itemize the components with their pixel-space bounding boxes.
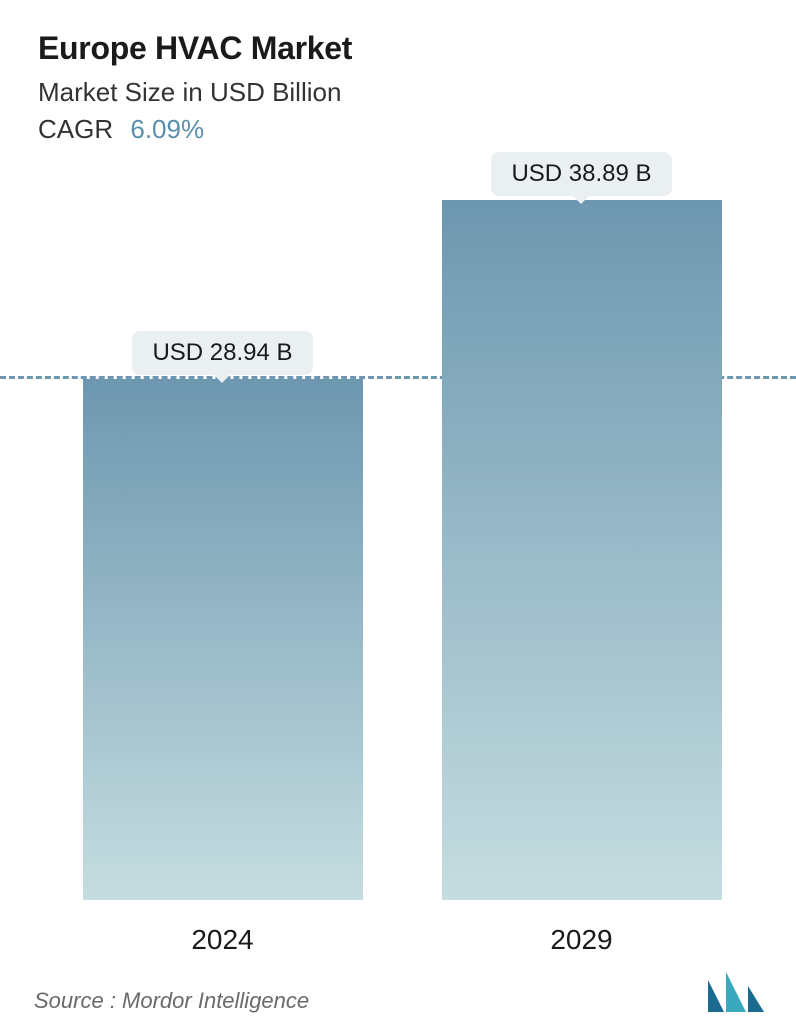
x-axis-label: 2029: [442, 924, 722, 956]
brand-logo-icon: [706, 972, 766, 1014]
chart-container: Europe HVAC Market Market Size in USD Bi…: [0, 0, 796, 1034]
x-axis-labels: 2024 2029: [78, 924, 726, 956]
bars-group: USD 28.94 BUSD 38.89 B: [78, 175, 726, 900]
bar-rect: [83, 379, 363, 900]
cagr-label: CAGR: [38, 114, 113, 144]
bar-column: USD 38.89 B: [442, 152, 722, 900]
bar-column: USD 28.94 B: [83, 331, 363, 900]
source-text: Source : Mordor Intelligence: [34, 988, 309, 1014]
chart-area: USD 28.94 BUSD 38.89 B 2024 2029: [38, 175, 766, 956]
chart-footer: Source : Mordor Intelligence: [34, 956, 766, 1014]
cagr-row: CAGR 6.09%: [38, 114, 766, 145]
chart-subtitle: Market Size in USD Billion: [38, 77, 766, 108]
bar-value-badge: USD 28.94 B: [132, 331, 312, 375]
cagr-value: 6.09%: [130, 114, 204, 144]
x-axis-label: 2024: [83, 924, 363, 956]
bar-rect: [442, 200, 722, 900]
bar-value-badge: USD 38.89 B: [491, 152, 671, 196]
chart-title: Europe HVAC Market: [38, 30, 766, 67]
